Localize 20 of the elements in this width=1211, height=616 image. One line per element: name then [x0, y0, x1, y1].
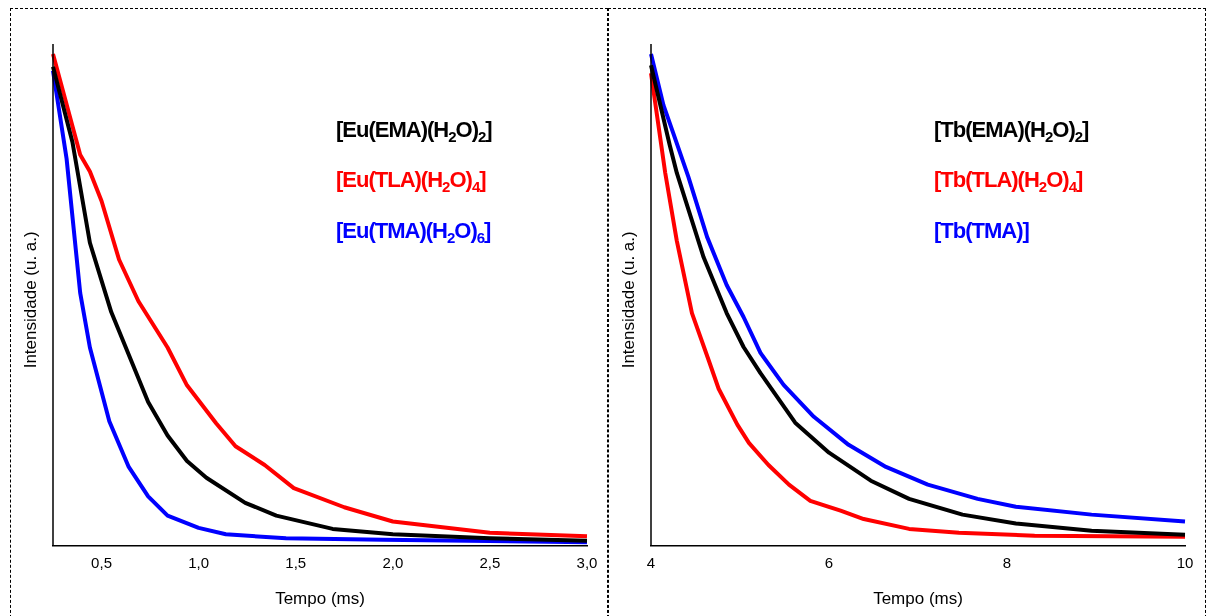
- x-tick-label: 2,0: [382, 553, 404, 571]
- y-axis-title: Intensidade (u. a.): [618, 231, 638, 369]
- x-tick-label: 3,0: [576, 553, 598, 571]
- x-tick-label: 1,5: [285, 553, 307, 571]
- x-axis-title: Tempo (ms): [275, 589, 365, 609]
- x-tick-label: 8: [1002, 553, 1012, 571]
- x-tick-label: 2,5: [479, 553, 501, 571]
- x-tick-label: 6: [824, 553, 834, 571]
- y-axis-title: Intensidade (u. a.): [20, 231, 40, 369]
- x-tick-label: 10: [1176, 553, 1194, 571]
- x-tick-label: 1,0: [188, 553, 210, 571]
- text: [Eu(EMA)(H$_{2}$O)$_{2}$]: [336, 117, 492, 146]
- x-axis-title: Tempo (ms): [873, 589, 963, 609]
- text: [Eu(TLA)(H$_{2}$O)$_{4}$]: [336, 167, 487, 196]
- x-tick-label: 0,5: [91, 553, 112, 571]
- text: [Tb(EMA)(H$_{2}$O)$_{2}$]: [934, 117, 1089, 146]
- text: [Tb(TLA)(H$_{2}$O)$_{4}$]: [934, 167, 1084, 196]
- text: [Tb(TMA)]: [934, 217, 1030, 244]
- text: [Eu(TMA)(H$_{2}$O)$_{6}$]: [336, 217, 492, 247]
- x-tick-label: 4: [646, 553, 656, 571]
